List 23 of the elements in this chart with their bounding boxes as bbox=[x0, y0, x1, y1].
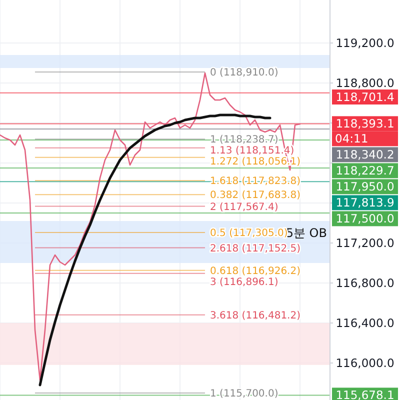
ref-line-label: 118,229.7 bbox=[336, 164, 394, 178]
ref-line-label: 117,500.0 bbox=[336, 212, 394, 226]
ref-line-label: 3.618 (116,481.2) bbox=[210, 310, 301, 322]
ref-line-label: 0.5 (117,305.0) bbox=[210, 228, 288, 239]
ref-line-label: 0.618 (116,926.2) bbox=[210, 266, 301, 277]
y-tick-label: 117,200.0 bbox=[336, 236, 394, 250]
ref-line-label: 118,701.4 bbox=[336, 90, 394, 104]
text: 04:11 bbox=[335, 132, 368, 146]
y-tick-label: 118,800.0 bbox=[336, 76, 394, 90]
y-tick-label: 116,000.0 bbox=[336, 356, 394, 370]
y-tick-label: 116,400.0 bbox=[336, 316, 394, 330]
ref-line-label: 118,393.1 bbox=[336, 116, 394, 131]
ref-line-label: 2 (117,567.4) bbox=[210, 202, 278, 213]
ref-line-label: 0 (118,910.0) bbox=[210, 68, 278, 78]
ref-line-label: 118,340.2 bbox=[336, 148, 394, 162]
y-tick-label: 116,800.0 bbox=[336, 276, 394, 290]
ref-line-label: 2.618 (117,152.5) bbox=[210, 243, 301, 254]
ref-line-label: 117,950.0 bbox=[336, 180, 394, 194]
band-label: 5분 OB bbox=[286, 226, 327, 240]
ref-line-label: 0.382 (117,683.8) bbox=[210, 190, 301, 202]
ref-line-label: 3 (116,896.1) bbox=[210, 276, 278, 288]
y-tick-label: 119,200.0 bbox=[336, 36, 394, 50]
ref-line-label: 117,813.9 bbox=[336, 196, 394, 210]
